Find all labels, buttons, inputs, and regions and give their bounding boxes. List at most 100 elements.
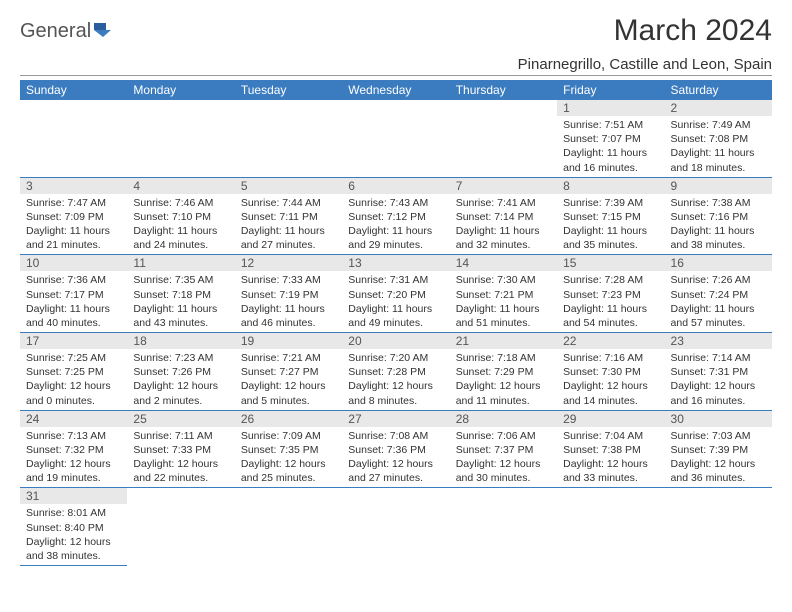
day-details: Sunrise: 7:47 AMSunset: 7:09 PMDaylight:… (20, 194, 127, 255)
day-details: Sunrise: 7:43 AMSunset: 7:12 PMDaylight:… (342, 194, 449, 255)
day-details: Sunrise: 7:41 AMSunset: 7:14 PMDaylight:… (450, 194, 557, 255)
sunset-text: Sunset: 7:28 PM (348, 365, 445, 379)
day-details: Sunrise: 7:25 AMSunset: 7:25 PMDaylight:… (20, 349, 127, 410)
weekday-header: Wednesday (342, 80, 449, 100)
calendar-cell: 21Sunrise: 7:18 AMSunset: 7:29 PMDayligh… (450, 333, 557, 411)
day-number: 23 (665, 333, 772, 349)
calendar-cell: 5Sunrise: 7:44 AMSunset: 7:11 PMDaylight… (235, 177, 342, 255)
sunrise-text: Sunrise: 7:21 AM (241, 351, 338, 365)
sunrise-text: Sunrise: 7:03 AM (671, 429, 768, 443)
calendar-cell: 17Sunrise: 7:25 AMSunset: 7:25 PMDayligh… (20, 333, 127, 411)
sunset-text: Sunset: 7:29 PM (456, 365, 553, 379)
sunset-text: Sunset: 7:20 PM (348, 288, 445, 302)
weekday-header: Tuesday (235, 80, 342, 100)
day-details: Sunrise: 7:36 AMSunset: 7:17 PMDaylight:… (20, 271, 127, 332)
day-number: 21 (450, 333, 557, 349)
calendar-cell: 31Sunrise: 8:01 AMSunset: 8:40 PMDayligh… (20, 488, 127, 566)
sunset-text: Sunset: 7:32 PM (26, 443, 123, 457)
sunrise-text: Sunrise: 7:16 AM (563, 351, 660, 365)
sunset-text: Sunset: 7:30 PM (563, 365, 660, 379)
calendar-cell: 10Sunrise: 7:36 AMSunset: 7:17 PMDayligh… (20, 255, 127, 333)
sunset-text: Sunset: 7:11 PM (241, 210, 338, 224)
day-details: Sunrise: 7:39 AMSunset: 7:15 PMDaylight:… (557, 194, 664, 255)
day-number: 30 (665, 411, 772, 427)
sunset-text: Sunset: 7:26 PM (133, 365, 230, 379)
day-details: Sunrise: 7:46 AMSunset: 7:10 PMDaylight:… (127, 194, 234, 255)
sunrise-text: Sunrise: 7:20 AM (348, 351, 445, 365)
daylight-text: Daylight: 11 hours and 46 minutes. (241, 302, 338, 330)
day-details: Sunrise: 7:20 AMSunset: 7:28 PMDaylight:… (342, 349, 449, 410)
day-details: Sunrise: 7:38 AMSunset: 7:16 PMDaylight:… (665, 194, 772, 255)
sunset-text: Sunset: 7:08 PM (671, 132, 768, 146)
sunset-text: Sunset: 7:09 PM (26, 210, 123, 224)
daylight-text: Daylight: 12 hours and 38 minutes. (26, 535, 123, 563)
day-number: 31 (20, 488, 127, 504)
calendar-cell: 6Sunrise: 7:43 AMSunset: 7:12 PMDaylight… (342, 177, 449, 255)
location-subtitle: Pinarnegrillo, Castille and Leon, Spain (20, 56, 772, 76)
calendar-cell: 26Sunrise: 7:09 AMSunset: 7:35 PMDayligh… (235, 410, 342, 488)
calendar-cell: 16Sunrise: 7:26 AMSunset: 7:24 PMDayligh… (665, 255, 772, 333)
daylight-text: Daylight: 12 hours and 2 minutes. (133, 379, 230, 407)
sunset-text: Sunset: 7:27 PM (241, 365, 338, 379)
sunrise-text: Sunrise: 7:51 AM (563, 118, 660, 132)
sunset-text: Sunset: 7:10 PM (133, 210, 230, 224)
daylight-text: Daylight: 11 hours and 32 minutes. (456, 224, 553, 252)
calendar-cell (342, 488, 449, 566)
day-number: 4 (127, 178, 234, 194)
calendar-cell: 22Sunrise: 7:16 AMSunset: 7:30 PMDayligh… (557, 333, 664, 411)
sunrise-text: Sunrise: 7:36 AM (26, 273, 123, 287)
sunset-text: Sunset: 7:31 PM (671, 365, 768, 379)
day-details: Sunrise: 7:30 AMSunset: 7:21 PMDaylight:… (450, 271, 557, 332)
calendar-cell: 7Sunrise: 7:41 AMSunset: 7:14 PMDaylight… (450, 177, 557, 255)
calendar-cell: 1Sunrise: 7:51 AMSunset: 7:07 PMDaylight… (557, 100, 664, 177)
calendar-cell: 15Sunrise: 7:28 AMSunset: 7:23 PMDayligh… (557, 255, 664, 333)
daylight-text: Daylight: 11 hours and 24 minutes. (133, 224, 230, 252)
sunrise-text: Sunrise: 7:49 AM (671, 118, 768, 132)
daylight-text: Daylight: 11 hours and 51 minutes. (456, 302, 553, 330)
day-number: 29 (557, 411, 664, 427)
daylight-text: Daylight: 11 hours and 49 minutes. (348, 302, 445, 330)
calendar-cell: 8Sunrise: 7:39 AMSunset: 7:15 PMDaylight… (557, 177, 664, 255)
daylight-text: Daylight: 12 hours and 11 minutes. (456, 379, 553, 407)
title-block: March 2024 (614, 14, 772, 50)
sunrise-text: Sunrise: 7:43 AM (348, 196, 445, 210)
calendar-cell (665, 488, 772, 566)
day-details: Sunrise: 7:16 AMSunset: 7:30 PMDaylight:… (557, 349, 664, 410)
day-number: 16 (665, 255, 772, 271)
calendar-cell (342, 100, 449, 177)
day-number: 17 (20, 333, 127, 349)
day-number: 7 (450, 178, 557, 194)
flag-icon (93, 21, 113, 42)
day-number: 11 (127, 255, 234, 271)
day-number: 2 (665, 100, 772, 116)
month-title: March 2024 (614, 14, 772, 48)
day-number: 19 (235, 333, 342, 349)
calendar-cell: 4Sunrise: 7:46 AMSunset: 7:10 PMDaylight… (127, 177, 234, 255)
day-number: 8 (557, 178, 664, 194)
daylight-text: Daylight: 11 hours and 57 minutes. (671, 302, 768, 330)
day-details: Sunrise: 7:09 AMSunset: 7:35 PMDaylight:… (235, 427, 342, 488)
daylight-text: Daylight: 11 hours and 38 minutes. (671, 224, 768, 252)
sunset-text: Sunset: 7:19 PM (241, 288, 338, 302)
calendar-cell (20, 100, 127, 177)
sunrise-text: Sunrise: 7:08 AM (348, 429, 445, 443)
day-number: 10 (20, 255, 127, 271)
calendar-table: SundayMondayTuesdayWednesdayThursdayFrid… (20, 80, 772, 566)
daylight-text: Daylight: 11 hours and 27 minutes. (241, 224, 338, 252)
daylight-text: Daylight: 12 hours and 33 minutes. (563, 457, 660, 485)
day-number: 9 (665, 178, 772, 194)
calendar-cell: 28Sunrise: 7:06 AMSunset: 7:37 PMDayligh… (450, 410, 557, 488)
sunrise-text: Sunrise: 7:04 AM (563, 429, 660, 443)
daylight-text: Daylight: 12 hours and 14 minutes. (563, 379, 660, 407)
calendar-cell: 3Sunrise: 7:47 AMSunset: 7:09 PMDaylight… (20, 177, 127, 255)
sunset-text: Sunset: 7:36 PM (348, 443, 445, 457)
calendar-cell: 19Sunrise: 7:21 AMSunset: 7:27 PMDayligh… (235, 333, 342, 411)
daylight-text: Daylight: 11 hours and 35 minutes. (563, 224, 660, 252)
sunset-text: Sunset: 7:16 PM (671, 210, 768, 224)
header: General March 2024 (20, 14, 772, 50)
sunrise-text: Sunrise: 7:14 AM (671, 351, 768, 365)
day-details: Sunrise: 7:03 AMSunset: 7:39 PMDaylight:… (665, 427, 772, 488)
calendar-cell: 29Sunrise: 7:04 AMSunset: 7:38 PMDayligh… (557, 410, 664, 488)
sunset-text: Sunset: 7:15 PM (563, 210, 660, 224)
sunrise-text: Sunrise: 8:01 AM (26, 506, 123, 520)
